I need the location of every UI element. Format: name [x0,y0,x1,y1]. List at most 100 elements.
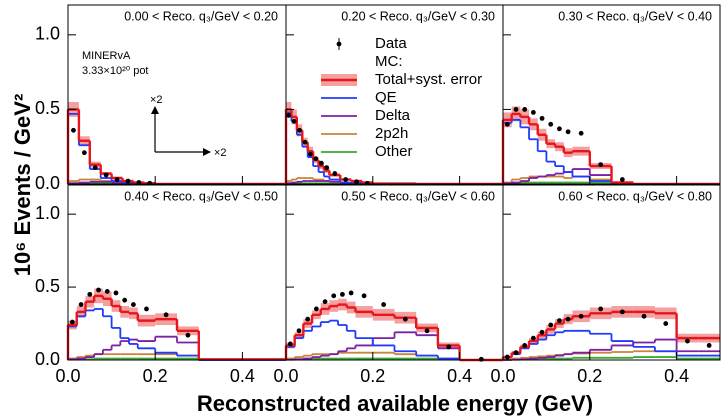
x-tick-label: 0.4 [230,366,255,386]
x-tick-label: 0.2 [577,366,602,386]
data-point [539,115,545,121]
x-axis-label: Reconstructed available energy (GeV) [197,391,593,416]
legend-label: 2p2h [375,125,408,142]
data-point [81,150,87,156]
panel: 0.30 < Reco. q₃/GeV < 0.40 [501,4,721,186]
y-tick-label: 1.0 [35,24,60,44]
data-point [685,338,690,344]
data-point [185,332,191,338]
annotation: MINERvA [82,50,131,62]
legend-label: QE [375,89,397,106]
y-tick-label: 0.0 [35,173,60,193]
annotation: 3.33×10²⁰ pot [82,65,149,77]
data-point [381,302,387,307]
data-point [504,354,510,360]
arrow-head [151,106,159,114]
data-point [478,356,484,362]
data-point [402,316,408,322]
data-point [565,316,571,322]
panel-title: 0.50 < Reco. q₃/GeV < 0.60 [341,189,495,203]
data-point [125,178,131,184]
scale-arrows [151,106,211,156]
legend-label: Data [375,35,407,52]
panel-title: 0.60 < Reco. q₃/GeV < 0.80 [558,189,712,203]
y-tick-label: 1.0 [35,203,60,223]
data-point [308,151,313,157]
data-point [286,112,292,118]
legend-label: Other [375,143,413,160]
data-point [530,110,536,115]
data-point [313,156,319,162]
panel-frame [68,5,286,184]
data-point [513,107,519,112]
data-point [706,343,712,348]
y-tick-label: 0.5 [35,98,60,118]
data-point [343,177,349,182]
data-point [322,299,328,305]
data-point [513,350,519,356]
data-point [104,289,110,294]
data-point [348,290,354,296]
data-point [69,319,75,325]
panel-frame [503,5,720,184]
panel-frame [286,185,503,360]
data-point [296,328,302,334]
data-point [114,177,120,182]
data-point [361,293,367,299]
data-point [446,344,452,350]
panel-border [502,184,721,361]
data-point [324,165,330,170]
data-point [548,121,554,127]
data-point [103,172,109,178]
panel-title: 0.00 < Reco. q₃/GeV < 0.20 [124,9,278,23]
data-point [641,313,647,319]
legend-label: Delta [375,107,411,124]
data-point [530,335,536,341]
arrow-head [203,148,211,156]
legend-label: Total+syst. error [375,71,482,88]
data-point [87,291,93,297]
panel-title: 0.40 < Reco. q₃/GeV < 0.50 [124,189,278,203]
data-point [354,179,359,185]
panel: 0.0 0.2 0.4 0.50 < Reco. q₃/GeV < 0.60 [273,184,504,386]
data-point [318,160,324,166]
data-point [424,328,430,334]
data-point [96,287,101,293]
data-point [313,306,319,312]
panel-border [502,4,721,185]
data-point [92,165,98,170]
data-point [619,309,625,315]
data-point [131,302,136,307]
data-point [619,177,625,182]
x-tick-label: 0.0 [55,366,80,386]
x-tick-label: 0.4 [664,366,689,386]
data-point [144,306,149,312]
panel-title: 0.30 < Reco. q₃/GeV < 0.40 [558,9,712,23]
data-point [548,322,554,328]
annotation: ×2 [214,147,227,159]
data-point [287,341,293,347]
data-point [122,297,128,303]
data-point [578,130,584,136]
panel: 0.0 0.2 0.4 0.60 < Reco. q₃/GeV < 0.80 [490,184,721,386]
legend-header: MC: [375,53,403,70]
panels: 0.0 0.5 1.0 0.00 < Reco. q₃/GeV < 0.20 MINER… [35,4,721,386]
panel: 0.0 0.5 1.0 0.00 < Reco. q₃/GeV < 0.20 MINER… [35,4,287,193]
data-point [163,312,169,318]
data-point [305,316,311,322]
x-tick-label: 0.4 [447,366,472,386]
data-point [113,290,119,296]
x-tick-label: 0.2 [360,366,385,386]
data-point [522,107,528,112]
data-point [504,121,510,127]
x-tick-label: 0.0 [273,366,298,386]
annotation: ×2 [150,94,163,106]
x-tick-label: 0.2 [143,366,168,386]
data-point [598,306,604,312]
data-point [565,129,571,135]
data-point [557,126,562,132]
data-point [522,343,528,348]
y-axis-label: 10⁶ Events / GeV² [10,94,35,277]
